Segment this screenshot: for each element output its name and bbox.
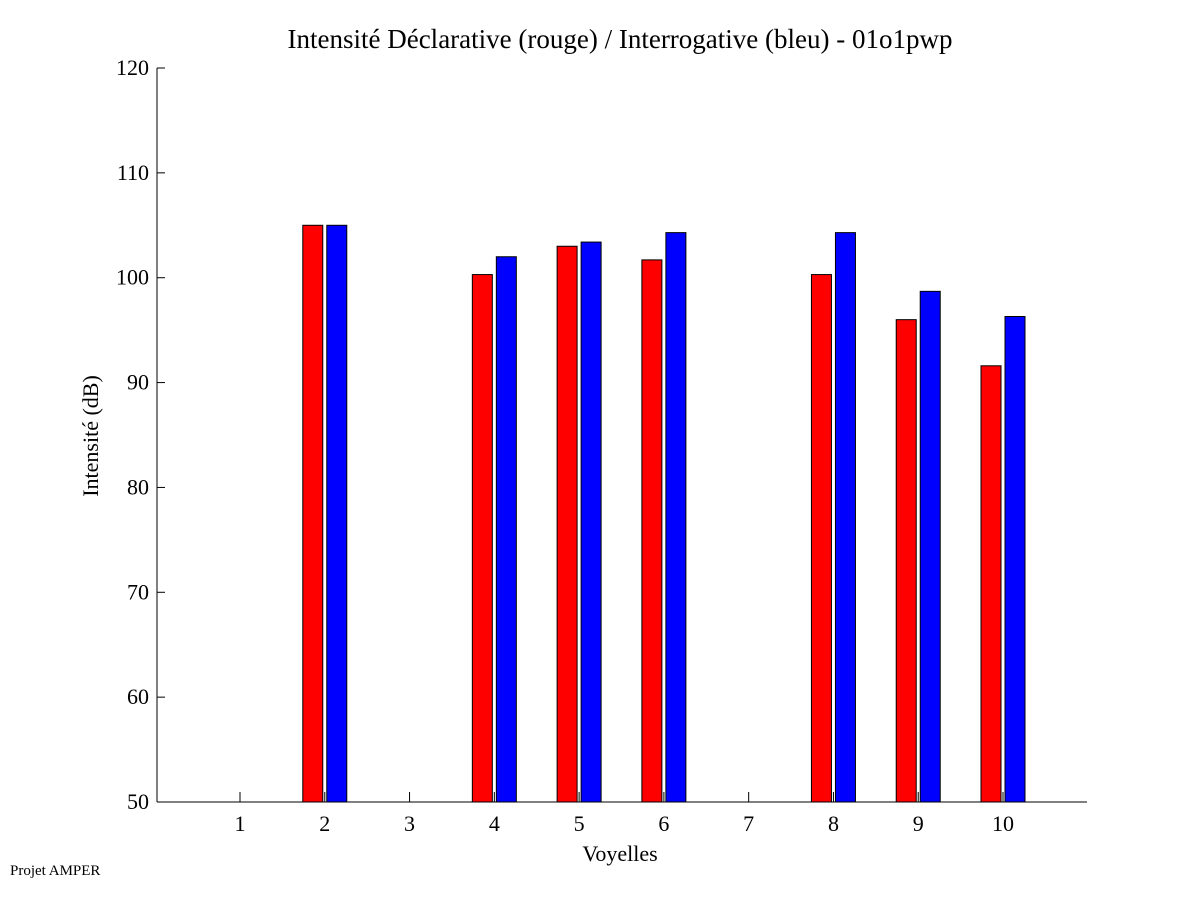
bar-series-1 bbox=[556, 245, 578, 803]
bar-series-2 bbox=[1004, 316, 1026, 803]
x-tick-label: 8 bbox=[828, 811, 839, 836]
x-tick-label: 2 bbox=[319, 811, 330, 836]
y-tick-label: 50 bbox=[127, 789, 149, 814]
ticks: 50 60 70 80 90 100 110 120 1 2 3 4 5 6 7 8 9 10 bbox=[116, 55, 1014, 836]
y-tick-label: 110 bbox=[117, 160, 149, 185]
bar-series-2 bbox=[580, 241, 602, 803]
y-tick-label: 90 bbox=[127, 370, 149, 395]
x-tick-label: 10 bbox=[992, 811, 1014, 836]
bar-series-1 bbox=[980, 365, 1002, 803]
y-axis-label: Intensité (dB) bbox=[78, 375, 103, 497]
x-axis-label: Voyelles bbox=[582, 841, 657, 866]
bar-series-1 bbox=[810, 274, 832, 803]
y-tick-label: 80 bbox=[127, 474, 149, 499]
x-tick-label: 4 bbox=[489, 811, 500, 836]
bar-series-2 bbox=[326, 224, 348, 803]
x-tick-label: 7 bbox=[743, 811, 754, 836]
bar-series-1 bbox=[471, 274, 493, 803]
bar-series-2 bbox=[495, 256, 517, 803]
x-tick-label: 1 bbox=[235, 811, 246, 836]
x-tick-label: 6 bbox=[658, 811, 669, 836]
y-tick-label: 70 bbox=[127, 579, 149, 604]
bar-series-1 bbox=[641, 259, 663, 803]
x-tick-label: 5 bbox=[574, 811, 585, 836]
bar-series-1 bbox=[895, 319, 917, 803]
x-tick-label: 9 bbox=[913, 811, 924, 836]
y-tick-label: 60 bbox=[127, 684, 149, 709]
bar-series-1 bbox=[302, 224, 324, 803]
chart-title: Intensité Déclarative (rouge) / Interrog… bbox=[288, 24, 953, 54]
bar-series-2 bbox=[919, 290, 941, 803]
axes bbox=[156, 68, 1087, 803]
x-tick-label: 3 bbox=[404, 811, 415, 836]
bar-series-2 bbox=[834, 232, 856, 803]
y-tick-label: 100 bbox=[116, 265, 149, 290]
y-tick-label: 120 bbox=[116, 55, 149, 80]
bars bbox=[302, 224, 1026, 803]
footer-credit: Projet AMPER bbox=[10, 863, 101, 879]
bar-series-2 bbox=[665, 232, 687, 803]
